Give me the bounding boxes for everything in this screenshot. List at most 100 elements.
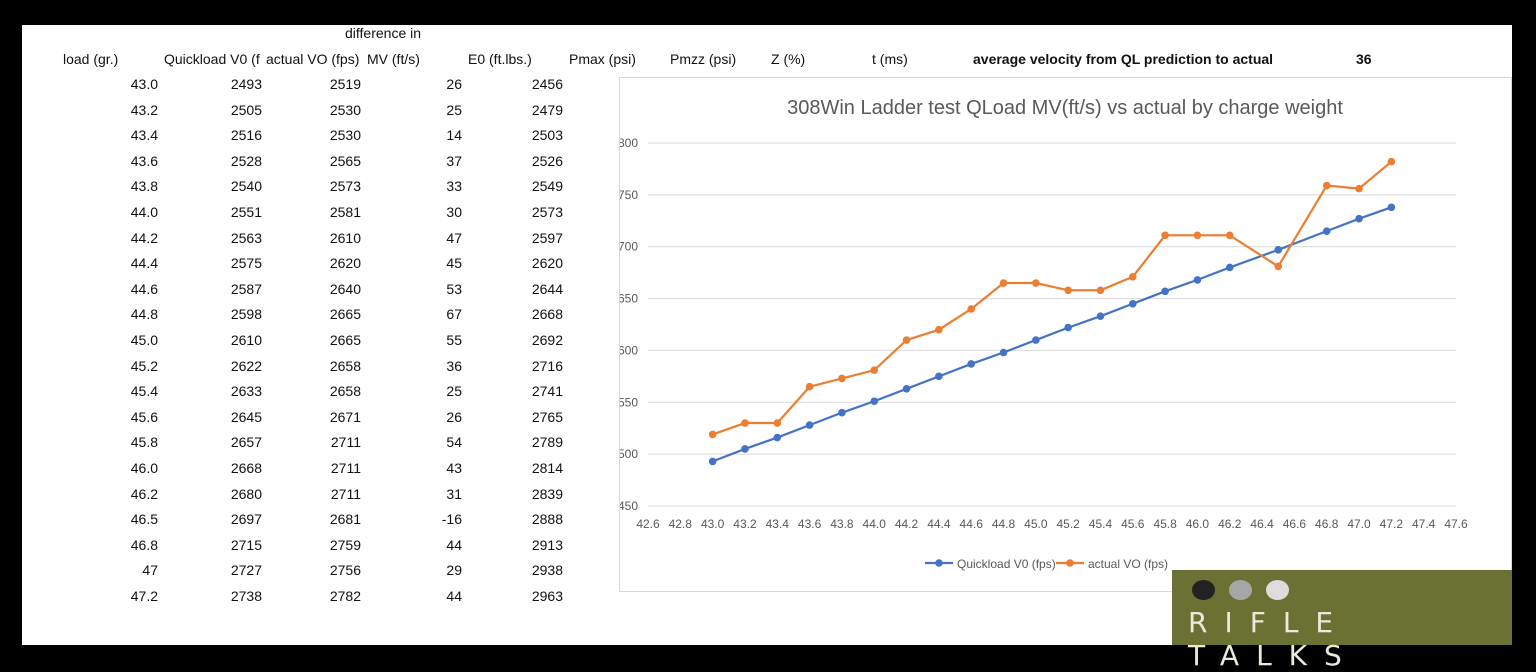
table-cell[interactable]: 2610 (230, 332, 262, 348)
table-cell[interactable]: 43.8 (130, 178, 158, 195)
table-cell[interactable]: 47 (142, 562, 158, 579)
table-cell[interactable]: 2738 (230, 588, 262, 604)
table-cell[interactable]: 2671 (329, 408, 361, 425)
table-cell[interactable]: 44.8 (130, 306, 158, 323)
table-cell[interactable]: 26 (446, 76, 462, 92)
header-e0[interactable]: E0 (ft.lbs.) (468, 51, 532, 67)
table-cell[interactable]: 2516 (230, 127, 262, 144)
table-cell[interactable]: 2633 (230, 383, 262, 400)
header-pmax[interactable]: Pmax (psi) (569, 51, 636, 67)
table-cell[interactable]: 2620 (329, 255, 361, 272)
table-cell[interactable]: 2565 (329, 152, 361, 169)
table-cell[interactable]: 2573 (531, 204, 563, 220)
table-cell[interactable]: 44.2 (130, 229, 158, 246)
table-cell[interactable]: -16 (441, 511, 462, 528)
table-cell[interactable]: 2782 (329, 588, 361, 604)
header-load[interactable]: load (gr.) (63, 51, 119, 67)
table-cell[interactable]: 2665 (329, 306, 361, 323)
table-cell[interactable]: 2668 (531, 306, 563, 323)
table-cell[interactable]: 2640 (329, 280, 361, 297)
table-cell[interactable]: 43.6 (130, 152, 158, 169)
table-cell[interactable]: 2598 (230, 306, 262, 323)
table-cell[interactable]: 2540 (230, 178, 262, 195)
table-cell[interactable]: 2456 (531, 76, 563, 92)
header-difference-in[interactable]: difference in (345, 25, 422, 41)
table-cell[interactable]: 54 (446, 434, 462, 451)
table-cell[interactable]: 2658 (329, 383, 361, 400)
table-cell[interactable]: 2597 (531, 229, 563, 246)
table-cell[interactable]: 43.4 (130, 127, 158, 144)
table-cell[interactable]: 2519 (329, 76, 361, 92)
table-cell[interactable]: 2963 (531, 588, 563, 604)
table-cell[interactable]: 2741 (531, 383, 563, 400)
table-cell[interactable]: 2697 (230, 511, 262, 528)
table-cell[interactable]: 45.6 (130, 408, 158, 425)
table-cell[interactable]: 2681 (329, 511, 361, 528)
table-cell[interactable]: 2716 (531, 357, 563, 374)
header-quickload-v0[interactable]: Quickload V0 (f (164, 51, 260, 67)
header-mv[interactable]: MV (ft/s) (367, 51, 420, 67)
table-cell[interactable]: 2668 (230, 460, 262, 476)
table-cell[interactable]: 55 (446, 332, 462, 348)
table-cell[interactable]: 46.5 (130, 511, 158, 528)
table-cell[interactable]: 2711 (330, 460, 361, 476)
table-cell[interactable]: 2620 (531, 255, 563, 272)
table-cell[interactable]: 53 (446, 280, 462, 297)
table-cell[interactable]: 44 (446, 588, 462, 604)
table-cell[interactable]: 46.2 (130, 485, 158, 502)
table-cell[interactable]: 2549 (531, 178, 563, 195)
table-cell[interactable]: 44.4 (130, 255, 158, 272)
table-cell[interactable]: 26 (446, 408, 462, 425)
summary-value[interactable]: 36 (1356, 51, 1372, 67)
table-cell[interactable]: 2505 (230, 101, 262, 118)
table-cell[interactable]: 45 (446, 255, 462, 272)
table-cell[interactable]: 36 (446, 357, 462, 374)
table-cell[interactable]: 2528 (230, 152, 262, 169)
table-cell[interactable]: 2913 (531, 536, 563, 553)
table-cell[interactable]: 2526 (531, 152, 563, 169)
table-cell[interactable]: 2645 (230, 408, 262, 425)
table-cell[interactable]: 43.2 (130, 101, 158, 118)
table-cell[interactable]: 2756 (329, 562, 361, 579)
table-cell[interactable]: 30 (446, 204, 462, 220)
table-cell[interactable]: 2479 (531, 101, 563, 118)
table-cell[interactable]: 2503 (531, 127, 563, 144)
table-cell[interactable]: 2644 (531, 280, 563, 297)
chart[interactable]: 308Win Ladder test QLoad MV(ft/s) vs act… (619, 77, 1512, 592)
table-cell[interactable]: 67 (446, 306, 462, 323)
table-cell[interactable]: 2765 (531, 408, 563, 425)
table-cell[interactable]: 14 (446, 127, 462, 144)
table-cell[interactable]: 31 (446, 485, 462, 502)
table-cell[interactable]: 33 (446, 178, 462, 195)
table-cell[interactable]: 2622 (230, 357, 262, 374)
table-cell[interactable]: 2938 (531, 562, 563, 579)
table-cell[interactable]: 44.6 (130, 280, 158, 297)
table-cell[interactable]: 2573 (329, 178, 361, 195)
table-cell[interactable]: 43.0 (130, 76, 158, 92)
table-cell[interactable]: 2888 (531, 511, 563, 528)
table-cell[interactable]: 2665 (329, 332, 361, 348)
table-cell[interactable]: 2814 (531, 460, 563, 476)
header-pmzz[interactable]: Pmzz (psi) (670, 51, 737, 67)
table-cell[interactable]: 45.4 (130, 383, 158, 400)
table-cell[interactable]: 47.2 (130, 588, 158, 604)
table-cell[interactable]: 25 (446, 101, 462, 118)
table-cell[interactable]: 2839 (531, 485, 563, 502)
table-cell[interactable]: 46.8 (130, 536, 158, 553)
table-cell[interactable]: 2680 (230, 485, 262, 502)
table-cell[interactable]: 2610 (329, 229, 361, 246)
header-z[interactable]: Z (%) (771, 51, 806, 67)
table-cell[interactable]: 2715 (230, 536, 262, 553)
table-cell[interactable]: 2575 (230, 255, 262, 272)
table-cell[interactable]: 2692 (531, 332, 563, 348)
table-cell[interactable]: 2711 (330, 434, 361, 451)
table-cell[interactable]: 2711 (330, 485, 361, 502)
table-cell[interactable]: 45.8 (130, 434, 158, 451)
table-cell[interactable]: 2658 (329, 357, 361, 374)
table-cell[interactable]: 29 (446, 562, 462, 579)
summary-label[interactable]: average velocity from QL prediction to a… (973, 51, 1274, 67)
header-actual-v0[interactable]: actual VO (fps) (266, 51, 360, 67)
table-cell[interactable]: 47 (446, 229, 462, 246)
table-cell[interactable]: 2759 (329, 536, 361, 553)
table-cell[interactable]: 2563 (230, 229, 262, 246)
